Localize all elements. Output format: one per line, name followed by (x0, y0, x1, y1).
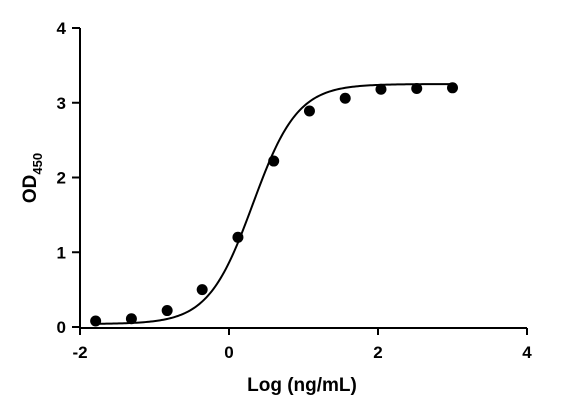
axes: -2 0 2 4 0 1 2 3 4 (57, 19, 533, 362)
x-tick-label: 2 (373, 343, 382, 362)
y-axis-title: OD450 (20, 153, 45, 203)
y-tick-label: 0 (57, 318, 66, 337)
x-tick-label: -2 (72, 343, 87, 362)
y-tick-label: 1 (57, 243, 66, 262)
y-tick-label: 4 (57, 19, 67, 38)
data-point (303, 105, 315, 117)
x-axis-ticks: -2 0 2 4 (72, 328, 532, 362)
x-tick-label: 4 (522, 343, 532, 362)
data-point (339, 92, 351, 104)
data-point (411, 83, 423, 95)
y-axis-title-main: OD (20, 175, 41, 204)
data-point (232, 231, 244, 243)
y-tick-label: 3 (57, 94, 66, 113)
y-axis-ticks: 0 1 2 3 4 (57, 19, 80, 337)
fit-curve-line (95, 83, 453, 325)
x-axis-title: Log (ng/mL) (247, 375, 357, 396)
data-point (268, 155, 280, 167)
plot-area (90, 82, 458, 327)
y-axis-title-subscript: 450 (30, 153, 45, 175)
x-tick-label: 0 (224, 343, 233, 362)
data-point (447, 82, 458, 94)
y-tick-label: 2 (57, 169, 66, 188)
data-point (196, 284, 208, 296)
data-point (90, 315, 102, 327)
data-point (375, 83, 387, 95)
data-point (125, 313, 137, 325)
data-point (161, 305, 173, 317)
data-points (90, 82, 458, 327)
